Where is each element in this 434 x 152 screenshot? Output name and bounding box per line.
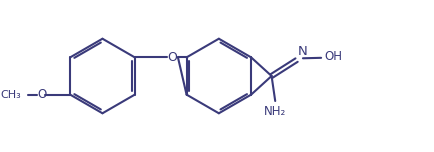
Text: O: O (167, 51, 177, 64)
Text: OH: OH (324, 50, 342, 63)
Text: CH₃: CH₃ (0, 90, 20, 100)
Text: N: N (297, 45, 306, 58)
Text: O: O (37, 88, 46, 101)
Text: NH₂: NH₂ (263, 105, 286, 118)
